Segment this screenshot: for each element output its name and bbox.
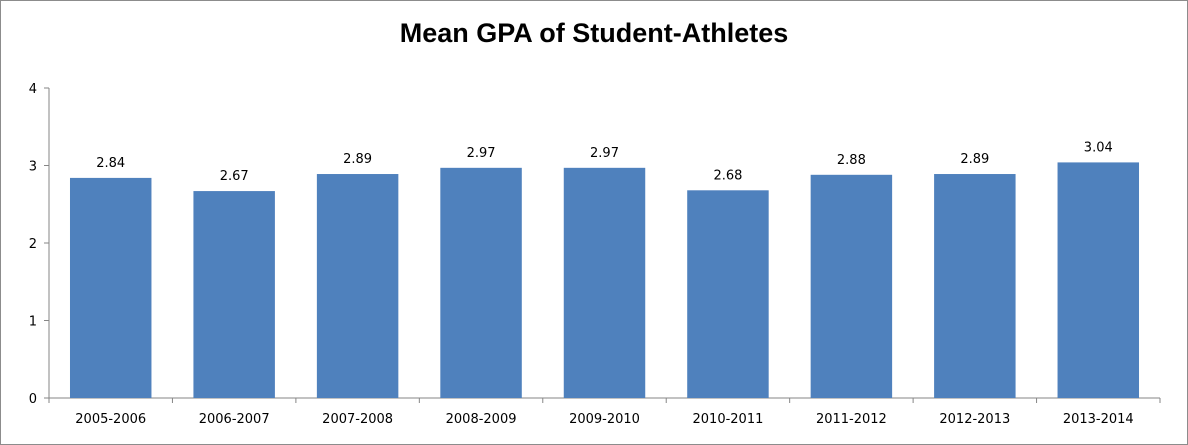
bar-2006-2007 bbox=[193, 191, 275, 398]
bar-2012-2013 bbox=[934, 174, 1016, 398]
x-tick-label: 2005-2006 bbox=[75, 412, 146, 427]
x-tick-label: 2011-2012 bbox=[816, 412, 887, 427]
data-label: 2.88 bbox=[837, 153, 866, 168]
x-tick-label: 2008-2009 bbox=[446, 412, 517, 427]
bar-2013-2014 bbox=[1057, 162, 1140, 398]
x-tick-label: 2007-2008 bbox=[322, 412, 393, 427]
bar-2010-2011 bbox=[687, 190, 769, 398]
bars bbox=[69, 162, 1140, 398]
data-label: 2.84 bbox=[96, 156, 125, 171]
bar-2009-2010 bbox=[563, 167, 646, 398]
data-label: 2.67 bbox=[220, 169, 249, 184]
x-tick-label: 2010-2011 bbox=[693, 412, 764, 427]
x-tick-label: 2006-2007 bbox=[199, 412, 270, 427]
bar-2008-2009 bbox=[440, 167, 522, 398]
y-tick-label: 3 bbox=[29, 160, 37, 175]
x-tick-label: 2009-2010 bbox=[569, 412, 640, 427]
y-tick-label: 0 bbox=[29, 392, 37, 407]
y-tick-label: 1 bbox=[29, 315, 37, 330]
x-tick-label: 2013-2014 bbox=[1063, 412, 1134, 427]
chart-title: Mean GPA of Student-Athletes bbox=[399, 18, 789, 48]
bar-2007-2008 bbox=[316, 174, 399, 398]
data-label: 2.97 bbox=[467, 146, 496, 161]
data-label: 2.97 bbox=[590, 146, 619, 161]
data-label: 2.89 bbox=[343, 152, 372, 167]
data-label: 2.89 bbox=[960, 152, 989, 167]
data-label: 3.04 bbox=[1084, 140, 1113, 155]
bar-2011-2012 bbox=[810, 174, 893, 398]
bar-2005-2006 bbox=[69, 177, 152, 398]
y-tick-label: 4 bbox=[29, 82, 37, 97]
y-tick-label: 2 bbox=[29, 237, 37, 252]
data-labels: 2.84 2.67 2.89 2.97 2.97 2.68 2.88 2.89 3.04 bbox=[96, 140, 1113, 184]
x-tick-label: 2012-2013 bbox=[939, 412, 1010, 427]
data-label: 2.68 bbox=[713, 168, 742, 183]
